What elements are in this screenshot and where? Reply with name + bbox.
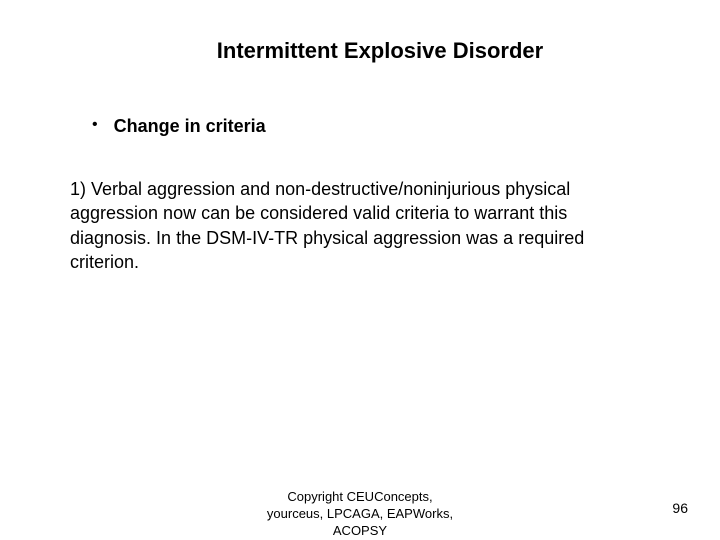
footer: Copyright CEUConcepts, yourceus, LPCAGA,… (0, 489, 720, 540)
copyright-text: Copyright CEUConcepts, yourceus, LPCAGA,… (267, 489, 453, 540)
body-paragraph: 1) Verbal aggression and non-destructive… (70, 177, 650, 274)
bullet-item: • Change in criteria (70, 114, 650, 139)
bullet-marker: • (92, 114, 98, 136)
slide-title: Intermittent Explosive Disorder (70, 38, 650, 64)
copyright-line-1: Copyright CEUConcepts, (267, 489, 453, 506)
bullet-text: Change in criteria (114, 114, 266, 139)
copyright-line-3: ACOPSY (267, 523, 453, 540)
page-number: 96 (672, 500, 688, 516)
slide-container: Intermittent Explosive Disorder • Change… (0, 0, 720, 540)
copyright-line-2: yourceus, LPCAGA, EAPWorks, (267, 506, 453, 523)
